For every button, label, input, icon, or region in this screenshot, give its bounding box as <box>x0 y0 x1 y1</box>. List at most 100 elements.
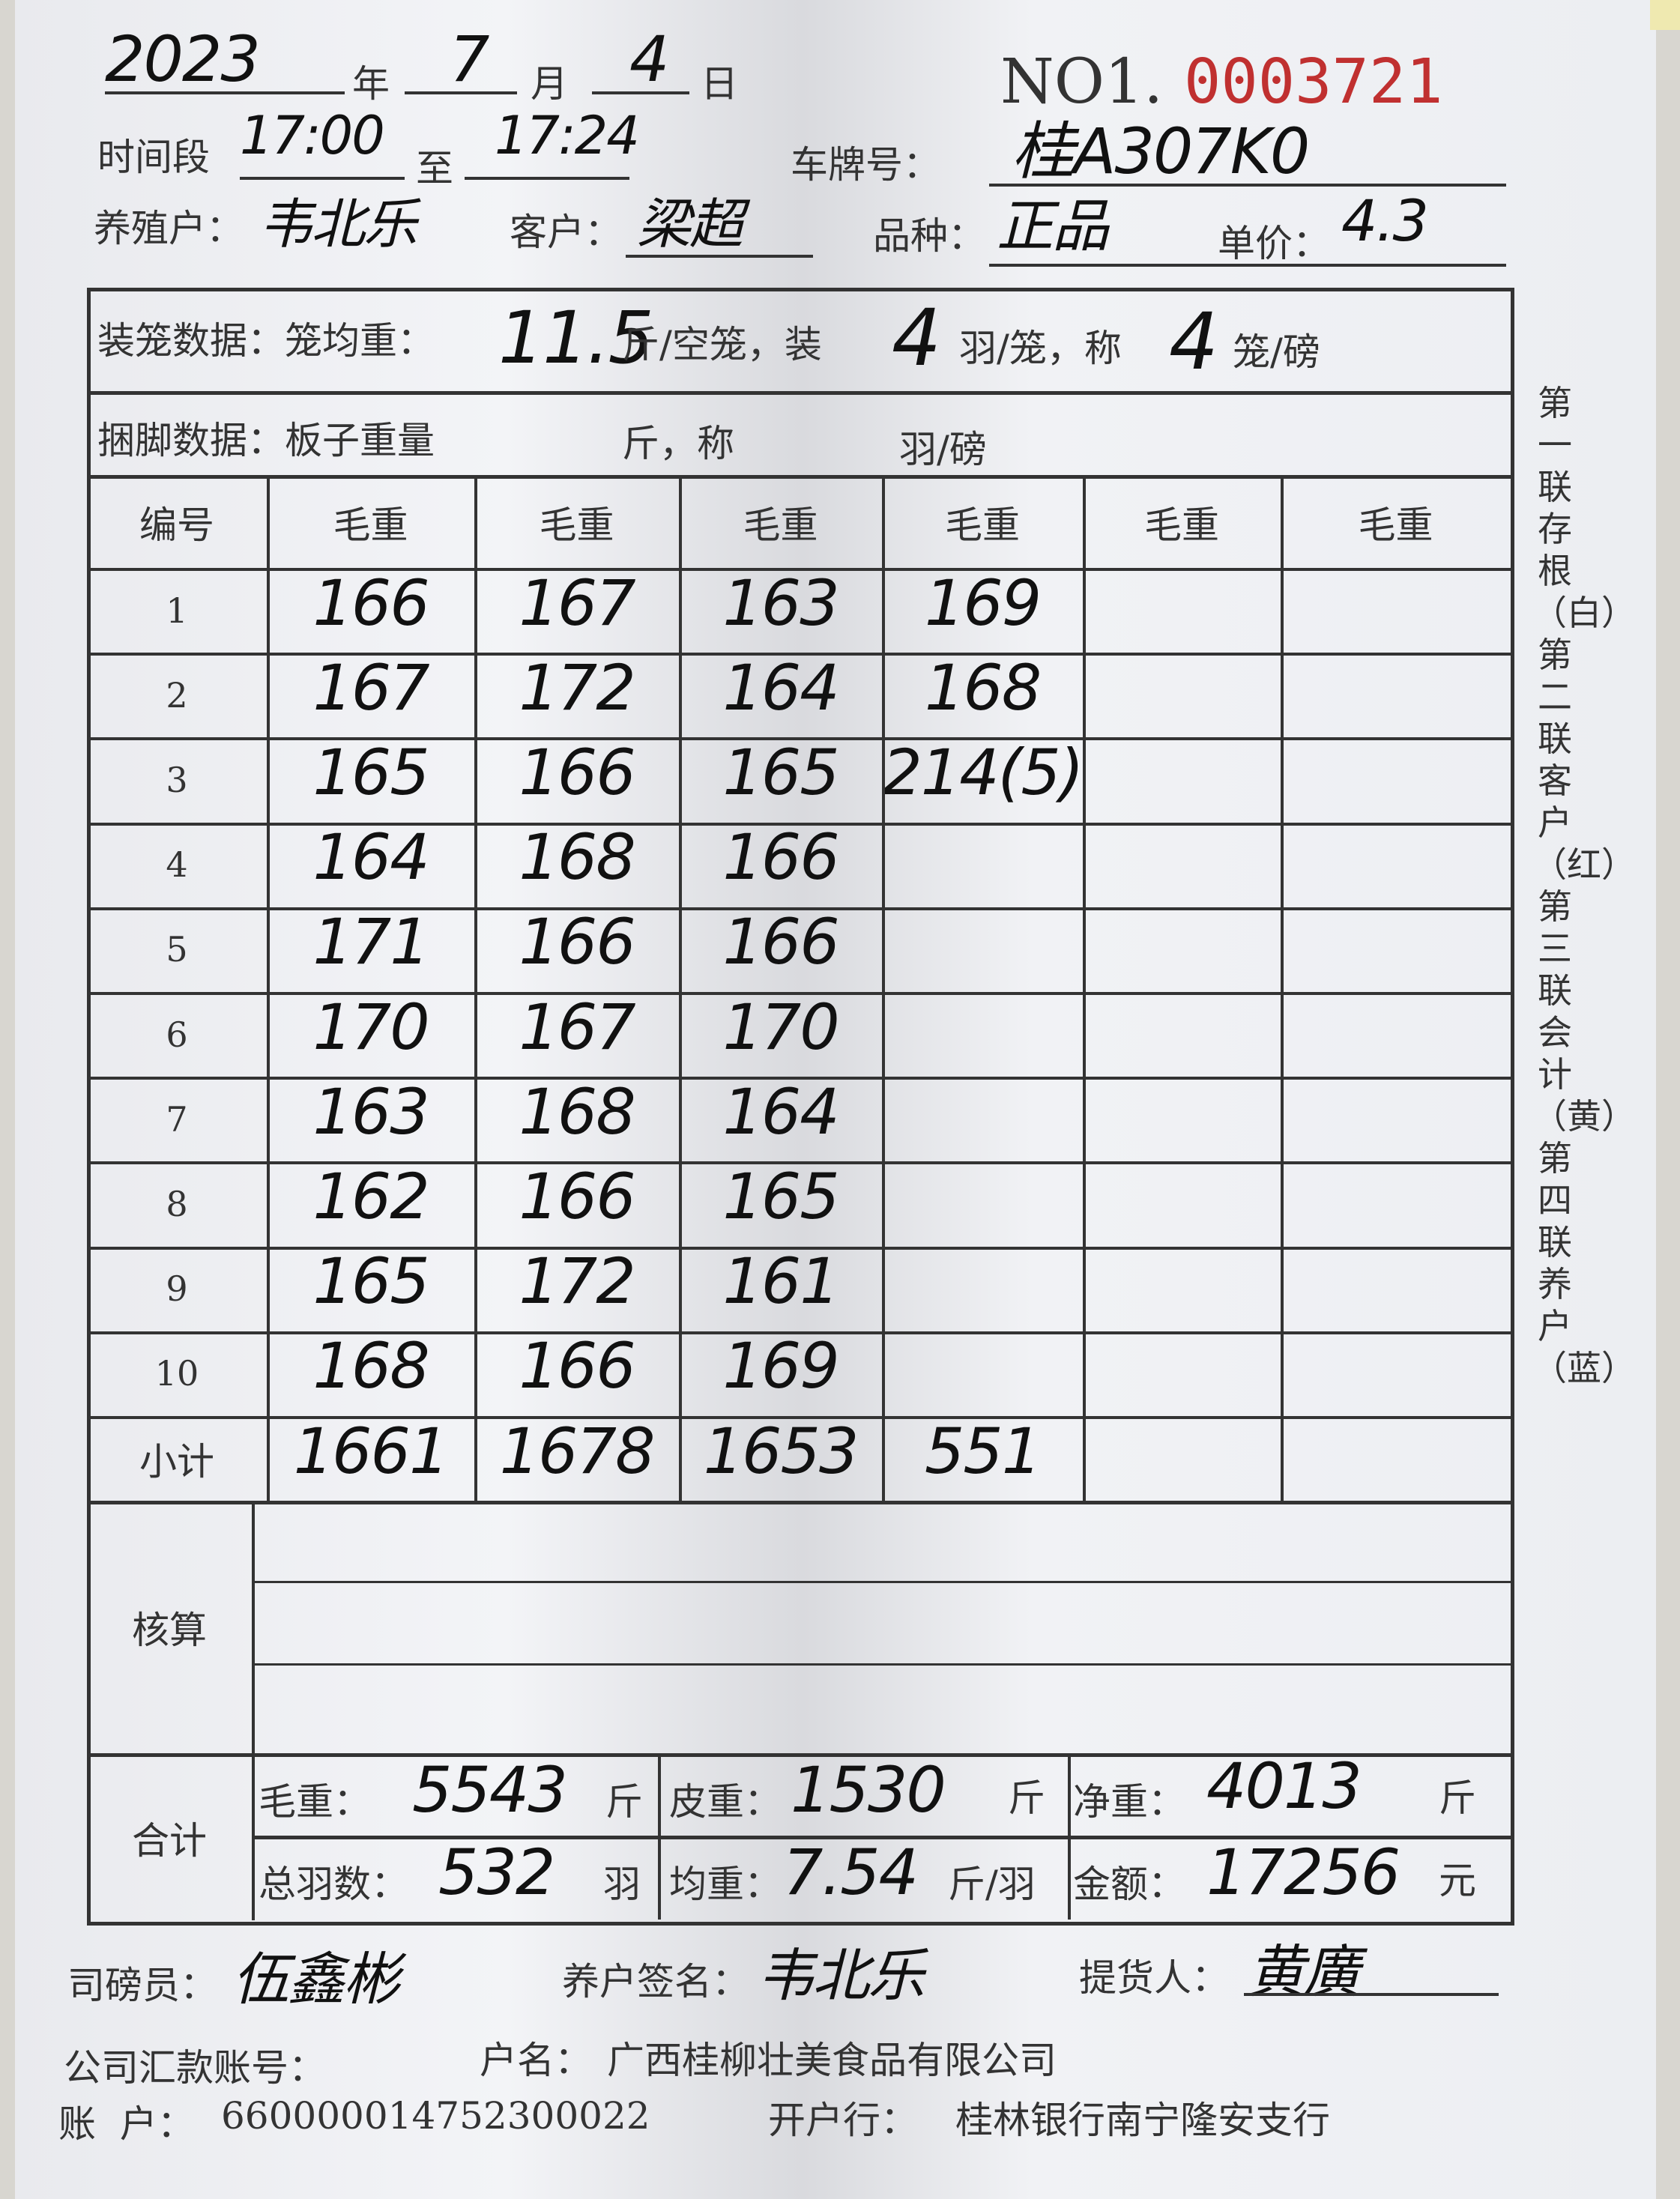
column-divider <box>1083 477 1086 1501</box>
gross-weight-cell: 162 <box>312 1159 429 1233</box>
day-value: 4 <box>629 22 669 96</box>
subtotal-value: 1653 <box>703 1414 859 1488</box>
weigher-label: 司磅员： <box>67 1964 217 2007</box>
row-divider <box>87 907 1511 910</box>
form-table <box>87 288 1514 1926</box>
gross-weight-cell: 172 <box>519 650 635 725</box>
bank-name: 桂林银行南宁隆安支行 <box>955 2099 1330 2142</box>
column-divider <box>474 477 477 1501</box>
tare-label: 皮重： <box>669 1780 782 1824</box>
weigher-signature: 伍鑫彬 <box>232 1946 400 2012</box>
gross-weight-cell: 170 <box>722 990 839 1064</box>
weighing-slip <box>15 0 1656 2199</box>
row-divider <box>87 1077 1511 1080</box>
tare-value: 1530 <box>791 1753 946 1827</box>
row-divider <box>87 568 1511 571</box>
pickup-label: 提货人： <box>1079 1956 1229 2000</box>
amount-value: 17256 <box>1206 1836 1400 1909</box>
gross-unit: 斤 <box>605 1780 643 1824</box>
gross-weight-cell <box>882 984 1083 1069</box>
row-divider <box>87 1331 1511 1334</box>
gross-weight-cell <box>1281 730 1511 814</box>
gross-weight-cell <box>882 1154 1083 1238</box>
copy-distribution-note: 第一联存根（白）第二联客户（红）第三联会计（黄）第四联养户（蓝） <box>1532 383 1636 1388</box>
subtotal-value: 1678 <box>499 1414 656 1488</box>
farmer-value: 韦北乐 <box>259 193 417 255</box>
gross-weight-cell <box>1083 900 1281 984</box>
column-header-gross-weight: 毛重 <box>333 503 408 547</box>
gross-weight-cell <box>1281 984 1511 1069</box>
price-value: 4.3 <box>1341 187 1429 254</box>
gross-weight-cell: 165 <box>312 1244 429 1319</box>
column-divider <box>1281 477 1284 1501</box>
row-number: 2 <box>166 674 188 716</box>
bank-label: 开户行： <box>768 2099 918 2142</box>
year-value: 2023 <box>105 22 261 96</box>
gross-weight-cell: 166 <box>519 1159 635 1233</box>
column-divider <box>679 477 682 1501</box>
column-divider <box>267 477 270 1501</box>
gross-weight-cell <box>1083 984 1281 1069</box>
farmer-signature: 韦北乐 <box>757 1942 925 2009</box>
gross-weight-cell: 169 <box>924 566 1042 640</box>
check-label: 核算 <box>132 1608 207 1652</box>
gross-weight-cell <box>1281 560 1511 645</box>
variety-value: 正品 <box>997 193 1109 259</box>
gross-weight-cell: 166 <box>519 735 635 809</box>
plate-value: 桂A307K0 <box>1012 115 1310 188</box>
gross-weight-cell <box>1281 815 1511 900</box>
row-number: 4 <box>166 844 188 886</box>
underlying-sheet <box>1650 0 1680 30</box>
gross-weight-cell <box>1281 645 1511 730</box>
gross-weight-cell <box>1083 645 1281 730</box>
gross-weight-cell: 166 <box>519 1329 635 1403</box>
row-number: 9 <box>166 1268 188 1310</box>
row-divider <box>87 822 1511 826</box>
cage-unit1: 斤/空笼，装 <box>622 323 822 366</box>
cage-per-cage: 4 <box>892 292 941 384</box>
column-header-gross-weight: 毛重 <box>945 503 1020 547</box>
gross-weight-cell: 165 <box>722 735 839 809</box>
row-divider <box>87 1416 1511 1419</box>
gross-weight-cell: 172 <box>519 1244 635 1319</box>
cage-unit3: 笼/磅 <box>1233 330 1320 374</box>
bundle-label: 捆脚数据：板子重量 <box>97 419 435 462</box>
time-from: 17:00 <box>240 105 385 166</box>
gross-weight-cell <box>1281 1324 1511 1409</box>
amount-label: 金额： <box>1073 1863 1185 1906</box>
net-unit: 斤 <box>1439 1776 1476 1820</box>
gross-weight-cell <box>1083 1239 1281 1324</box>
avg-unit: 斤/羽 <box>948 1863 1036 1906</box>
gross-weight-cell: 166 <box>519 905 635 979</box>
net-value: 4013 <box>1206 1749 1362 1823</box>
gross-weight-cell <box>882 1239 1083 1324</box>
customer-value: 梁超 <box>637 193 743 255</box>
bundle-unit1: 斤，称 <box>622 422 734 465</box>
farmer-sign-label: 养户签名： <box>562 1960 749 2003</box>
remit-label: 公司汇款账号： <box>64 2046 326 2090</box>
month-label: 月 <box>531 62 568 106</box>
variety-label: 品种： <box>873 214 985 258</box>
gross-weight-cell: 164 <box>722 1074 839 1149</box>
gross-weight-cell <box>1281 1069 1511 1154</box>
gross-weight-cell: 166 <box>722 905 839 979</box>
column-header-gross-weight: 毛重 <box>539 503 614 547</box>
gross-weight-cell <box>1083 730 1281 814</box>
gross-weight-cell <box>1281 1154 1511 1238</box>
row-divider <box>87 992 1511 995</box>
month-value: 7 <box>450 22 489 96</box>
gross-weight-cell <box>882 1069 1083 1154</box>
count-unit: 羽 <box>603 1863 641 1906</box>
gross-weight-cell: 167 <box>519 566 635 640</box>
time-to: 17:24 <box>495 105 640 166</box>
gross-weight-cell: 214(5) <box>882 735 1084 809</box>
plate-label: 车牌号： <box>791 143 940 187</box>
gross-weight-cell: 166 <box>722 820 839 895</box>
gross-weight-cell: 168 <box>924 650 1042 725</box>
gross-weight-cell: 161 <box>722 1244 839 1319</box>
farmer-label: 养殖户： <box>94 207 244 250</box>
cage-label: 装笼数据：笼均重： <box>97 319 435 363</box>
net-label: 净重： <box>1073 1780 1185 1824</box>
row-number: 1 <box>166 590 188 631</box>
gross-weight-cell: 163 <box>722 566 839 640</box>
